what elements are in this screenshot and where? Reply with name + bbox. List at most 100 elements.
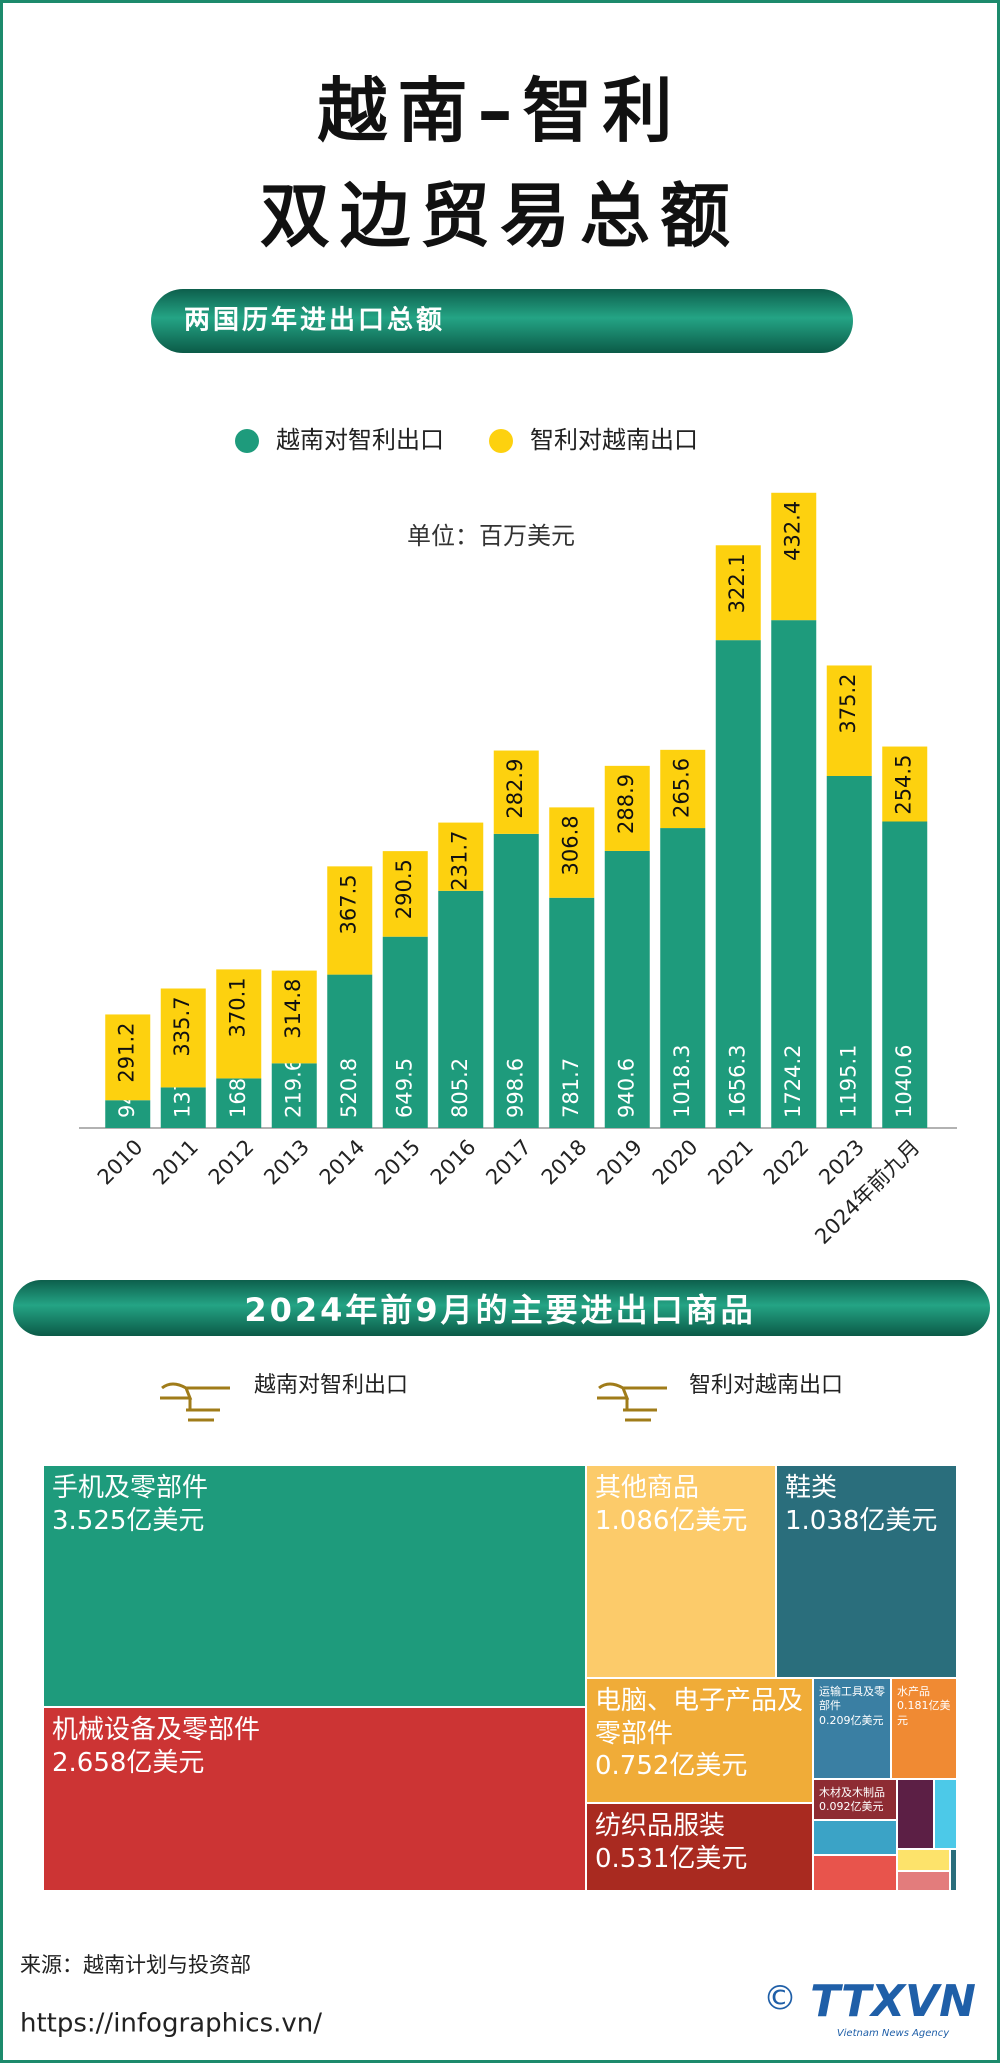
treemap-tile: 木材及木制品 0.092亿美元 <box>813 1779 897 1820</box>
tile-value: 1.086亿美元 <box>595 1505 748 1536</box>
value-label: 1656.3 <box>725 1045 749 1118</box>
bar-segment <box>382 851 428 937</box>
legend-label: 智利对越南出口 <box>530 426 698 454</box>
treemap-tile: 纺织品服装 0.531亿美元 <box>586 1803 813 1891</box>
value-label: 322.1 <box>725 553 749 613</box>
x-tick-label: 2017 <box>481 1135 536 1190</box>
legend-swatch <box>235 429 259 453</box>
tile-name: 运输工具及零部件 <box>819 1685 885 1713</box>
bar-segment <box>493 833 539 1128</box>
bar-segment <box>882 821 928 1128</box>
value-label: 282.9 <box>503 759 527 819</box>
bar-segment <box>660 749 706 829</box>
value-label: 649.5 <box>392 1058 416 1118</box>
legend-label: 越南对智利出口 <box>254 1373 408 1398</box>
bar-segment <box>604 765 650 851</box>
bar-segment <box>327 866 373 975</box>
tile <box>934 1779 957 1849</box>
treemap-tile: 手机及零部件 3.525亿美元 <box>43 1465 586 1707</box>
value-label: 1018.3 <box>670 1045 694 1118</box>
bar-segment <box>438 890 484 1128</box>
bar-segment <box>660 828 706 1128</box>
tile-name: 木材及木制品 <box>819 1786 885 1799</box>
value-label: 998.6 <box>503 1058 527 1118</box>
x-tick-label: 2013 <box>259 1135 314 1190</box>
section-pill <box>13 1280 990 1336</box>
bar-segment <box>549 807 595 898</box>
tile-value: 0.181亿美元 <box>897 1699 951 1727</box>
bar-segment <box>715 640 761 1128</box>
x-tick-label: 2016 <box>426 1135 481 1190</box>
value-label: 940.6 <box>614 1058 638 1118</box>
bar-segment <box>549 897 595 1128</box>
legend-swatch <box>489 429 513 453</box>
treemap-tile: 机械设备及零部件 2.658亿美元 <box>43 1707 586 1891</box>
section-title: 两国历年进出口总额 <box>184 305 445 336</box>
value-label: 1040.6 <box>892 1045 916 1118</box>
tile <box>813 1820 897 1855</box>
bar-segment <box>493 750 539 834</box>
x-tick-label: 2014 <box>315 1135 370 1190</box>
treemap-tile: 运输工具及零部件 0.209亿美元 <box>813 1678 891 1779</box>
bar-segment <box>382 936 428 1128</box>
bar-segment <box>271 1063 317 1128</box>
bar-segment <box>826 775 872 1128</box>
value-label: 1195.1 <box>836 1045 860 1118</box>
hand-icon <box>160 1382 667 1422</box>
x-tick-label: 2020 <box>648 1135 703 1190</box>
x-tick-label: 2011 <box>148 1135 203 1190</box>
bar-segment <box>327 974 373 1128</box>
value-label: 781.7 <box>559 1058 583 1118</box>
copyright: © <box>763 1979 797 2019</box>
value-label: 306.8 <box>559 815 583 875</box>
unit-label: 单位：百万美元 <box>407 522 575 550</box>
bar-segment <box>271 970 317 1064</box>
tile <box>897 1871 950 1891</box>
bar-segment <box>216 969 262 1079</box>
tile <box>897 1779 934 1849</box>
title-line: 双边贸易总额 <box>260 175 740 257</box>
bar-segment <box>105 1014 151 1101</box>
treemap-tile: 水产品 0.181亿美元 <box>891 1678 957 1779</box>
x-tick-label: 2015 <box>370 1135 425 1190</box>
tile-value: 3.525亿美元 <box>52 1505 205 1536</box>
x-tick-label: 2022 <box>759 1135 814 1190</box>
tile-name: 其他商品 <box>595 1473 700 1503</box>
tile-name: 机械设备及零部件 <box>52 1715 261 1745</box>
tile-value: 0.752亿美元 <box>595 1751 748 1781</box>
legend-label: 越南对智利出口 <box>276 426 444 454</box>
x-tick-label: 2010 <box>93 1135 148 1190</box>
bar-segment <box>160 1087 206 1128</box>
bar-segment <box>438 822 484 891</box>
value-label: 288.9 <box>614 774 638 834</box>
value-label: 367.5 <box>337 874 361 934</box>
value-label: 1724.2 <box>781 1045 805 1118</box>
treemap-tile: 其他商品 1.086亿美元 <box>586 1465 776 1678</box>
treemap: 手机及零部件 3.525亿美元 机械设备及零部件 2.658亿美元 其他商品 1.086亿… <box>43 1465 957 1891</box>
tile-name: 电脑、电子产品及零部件 <box>595 1686 804 1749</box>
bar-segment <box>771 492 817 621</box>
x-tick-label: 2018 <box>537 1135 592 1190</box>
source: 来源：越南计划与投资部 <box>20 1953 251 1977</box>
value-label: 291.2 <box>115 1022 139 1082</box>
value-label: 290.5 <box>392 859 416 919</box>
bar-segment <box>105 1100 151 1128</box>
logo: TTXVN <box>810 1976 976 2027</box>
section-pill <box>151 289 853 353</box>
tile-name: 鞋类 <box>785 1473 838 1503</box>
value-label: 375.2 <box>836 673 860 733</box>
treemap-tile: 电脑、电子产品及零部件 0.752亿美元 <box>586 1678 813 1803</box>
tile-name: 手机及零部件 <box>52 1473 209 1503</box>
value-label: 231.7 <box>448 831 472 891</box>
bar-segment <box>160 988 206 1088</box>
value-label: 265.6 <box>670 758 694 818</box>
x-tick-label: 2019 <box>592 1135 647 1190</box>
bar-segment <box>715 545 761 641</box>
section-title: 2024年前9月的主要进出口商品 <box>244 1291 755 1329</box>
bar-segment <box>882 746 928 822</box>
value-label: 520.8 <box>337 1058 361 1118</box>
value-label: 805.2 <box>448 1058 472 1118</box>
